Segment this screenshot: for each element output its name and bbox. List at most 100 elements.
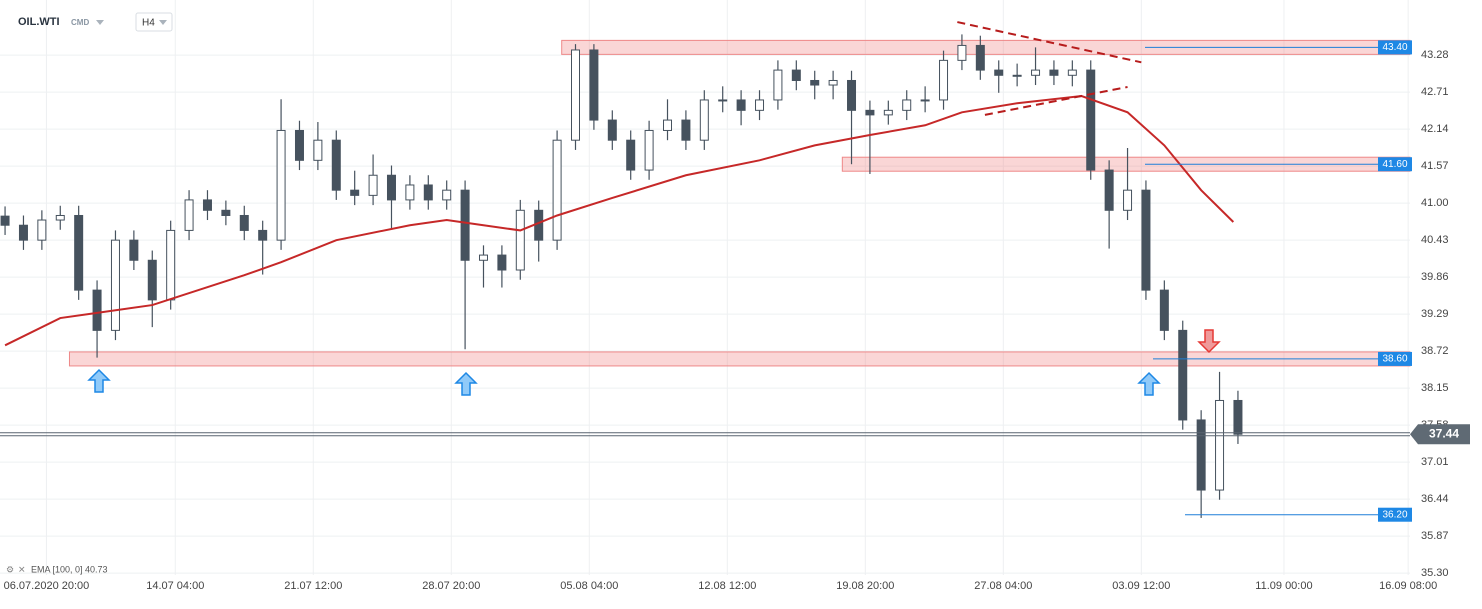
y-tick-label: 40.43 bbox=[1421, 234, 1449, 246]
x-tick-label: 11.09 00:00 bbox=[1255, 580, 1312, 592]
candle-body bbox=[184, 199, 194, 231]
candle-body bbox=[1086, 69, 1096, 171]
y-tick-label: 38.72 bbox=[1421, 345, 1449, 357]
candle-body bbox=[1067, 69, 1077, 76]
candle-body bbox=[1159, 289, 1169, 331]
candle-body bbox=[221, 209, 231, 216]
candle-body bbox=[1012, 74, 1022, 77]
candle-body bbox=[1049, 69, 1059, 76]
symbol-type: CMD bbox=[71, 18, 89, 27]
dropdown-icon[interactable] bbox=[159, 20, 167, 25]
x-tick-label: 21.07 12:00 bbox=[284, 580, 342, 592]
candle-body bbox=[92, 289, 102, 331]
y-tick-label: 41.57 bbox=[1421, 160, 1449, 172]
up-arrow bbox=[454, 371, 478, 396]
candle-body bbox=[313, 139, 323, 161]
candle-body bbox=[791, 69, 801, 81]
candle-body bbox=[1233, 399, 1243, 435]
x-tick-label: 27.08 04:00 bbox=[974, 580, 1032, 592]
candle-body bbox=[828, 79, 838, 86]
candle-body bbox=[386, 174, 396, 201]
candle-body bbox=[129, 239, 139, 261]
y-tick-label: 43.28 bbox=[1421, 49, 1449, 61]
candle-body bbox=[755, 99, 765, 111]
candle-body bbox=[258, 229, 268, 241]
candle-body bbox=[571, 49, 581, 141]
candle-body bbox=[515, 209, 525, 271]
x-tick-label: 28.07 20:00 bbox=[422, 580, 480, 592]
grid bbox=[0, 0, 1410, 575]
candle-body bbox=[957, 44, 967, 61]
down-arrow bbox=[1197, 329, 1221, 354]
x-tick-label: 19.08 20:00 bbox=[836, 580, 894, 592]
candle-body bbox=[1178, 329, 1188, 421]
settings-icon[interactable]: ⚙ bbox=[6, 564, 14, 574]
candle-body bbox=[607, 119, 617, 141]
candle-body bbox=[1123, 189, 1133, 211]
candle-body bbox=[718, 99, 728, 102]
candle-body bbox=[902, 99, 912, 111]
y-tick-label: 41.00 bbox=[1421, 197, 1449, 209]
y-tick-label: 39.86 bbox=[1421, 271, 1449, 283]
candle-body bbox=[552, 139, 562, 241]
level-label: 38.60 bbox=[1382, 354, 1407, 365]
candle-body bbox=[442, 189, 452, 201]
candle-body bbox=[626, 139, 636, 171]
candle-body bbox=[423, 184, 433, 201]
trendline bbox=[984, 85, 1128, 116]
up-arrow bbox=[1137, 371, 1161, 396]
candle-body bbox=[644, 129, 654, 171]
current-price-tag bbox=[1410, 424, 1470, 445]
candle-body bbox=[699, 99, 709, 141]
close-icon[interactable]: ✕ bbox=[18, 564, 26, 574]
x-tick-label: 12.08 12:00 bbox=[698, 580, 756, 592]
level-tag bbox=[1378, 157, 1412, 172]
candle-body bbox=[736, 99, 746, 111]
candle-body bbox=[166, 229, 176, 301]
trendline bbox=[957, 21, 1142, 64]
candle-body bbox=[975, 44, 985, 71]
candle-body bbox=[865, 109, 875, 116]
candle-body bbox=[497, 254, 507, 271]
level-label: 36.20 bbox=[1382, 509, 1407, 520]
candle-body bbox=[1104, 169, 1114, 211]
timeframe: H4 bbox=[142, 18, 155, 29]
y-tick-label: 42.14 bbox=[1421, 123, 1449, 135]
y-tick-label: 36.44 bbox=[1421, 493, 1449, 505]
candle-body bbox=[1141, 189, 1151, 291]
dropdown-icon[interactable] bbox=[96, 20, 104, 25]
candle-body bbox=[331, 139, 341, 191]
candle-body bbox=[994, 69, 1004, 76]
candle-body bbox=[276, 129, 286, 241]
candle-body bbox=[350, 189, 360, 196]
y-tick-label: 35.30 bbox=[1421, 567, 1449, 579]
x-tick-label: 06.07.2020 20:00 bbox=[4, 580, 90, 592]
candle-body bbox=[920, 99, 930, 102]
timeframe-button[interactable] bbox=[135, 12, 173, 32]
y-tick-label: 35.87 bbox=[1421, 530, 1449, 542]
symbol: OIL.WTI bbox=[18, 16, 60, 28]
candle-body bbox=[74, 214, 84, 291]
candle-body bbox=[110, 239, 120, 331]
y-tick-label: 37.01 bbox=[1421, 456, 1449, 468]
level-label: 41.60 bbox=[1382, 159, 1407, 170]
up-arrow bbox=[87, 368, 111, 393]
candle-body bbox=[0, 215, 10, 226]
candle-body bbox=[239, 214, 249, 231]
y-tick-label: 38.15 bbox=[1421, 382, 1449, 394]
candle-body bbox=[1196, 419, 1206, 491]
candle-body bbox=[478, 254, 488, 261]
candle-body bbox=[773, 69, 783, 101]
plot bbox=[0, 21, 1411, 518]
level-tag bbox=[1378, 507, 1412, 522]
candle-body bbox=[681, 119, 691, 141]
x-tick-label: 03.09 12:00 bbox=[1112, 580, 1170, 592]
candle-body bbox=[460, 189, 470, 261]
candle-body bbox=[1215, 399, 1225, 491]
y-tick-label: 42.71 bbox=[1421, 86, 1449, 98]
candle-body bbox=[847, 79, 857, 111]
candle-body bbox=[589, 49, 599, 121]
candle-body bbox=[939, 59, 949, 101]
candle-body bbox=[18, 224, 28, 241]
